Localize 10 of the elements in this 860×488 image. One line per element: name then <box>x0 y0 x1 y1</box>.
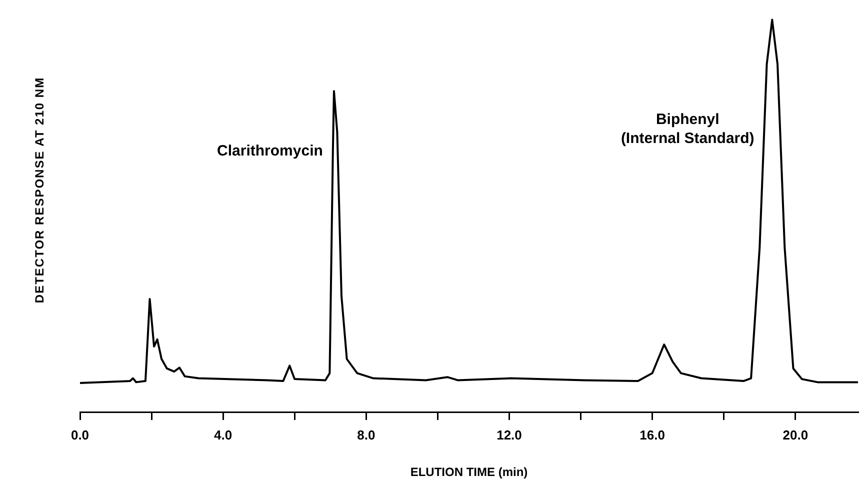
x-axis-title: ELUTION TIME (min) <box>410 465 528 480</box>
x-tick-label: 4.0 <box>214 427 232 442</box>
x-tick-label: 8.0 <box>357 427 376 442</box>
x-tick-label: 20.0 <box>782 427 808 442</box>
annotation: Biphenyl (Internal Standard) <box>620 111 754 148</box>
y-axis-title: DETECTOR RESPONSE AT 210 NM <box>32 76 46 304</box>
x-tick-label: 16.0 <box>640 427 665 442</box>
x-tick-label: 12.0 <box>496 427 522 442</box>
x-tick-label: 0.0 <box>70 427 90 442</box>
annotation: Clarithromycin <box>217 142 323 160</box>
